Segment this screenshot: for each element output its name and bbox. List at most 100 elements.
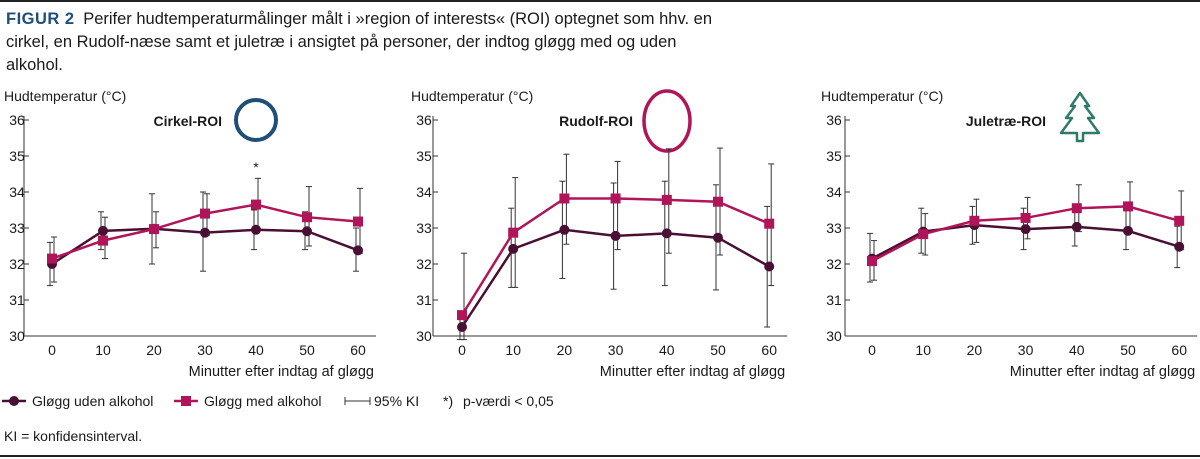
y-tick-label: 31 (9, 292, 25, 308)
x-tick-label: 60 (350, 342, 366, 358)
data-point-with-alcohol (1174, 215, 1185, 226)
data-point-without-alcohol (1174, 241, 1185, 252)
data-point-with-alcohol (559, 193, 570, 204)
y-tick-label: 33 (9, 220, 25, 236)
x-axis-label: Minutter efter indtag af gløgg (189, 364, 374, 380)
figure-caption: FIGUR 2 Perifer hudtemperaturmålinger må… (6, 8, 726, 77)
data-point-without-alcohol (200, 227, 210, 238)
y-tick-label: 35 (9, 148, 25, 164)
x-tick-label: 10 (505, 342, 521, 358)
data-point-with-alcohol (251, 199, 261, 210)
y-axis-label: Hudtemperatur (°C) (4, 88, 126, 104)
y-tick-label: 36 (826, 112, 842, 128)
data-point-without-alcohol (1123, 225, 1133, 236)
x-tick-label: 50 (299, 342, 315, 358)
x-tick-label: 10 (95, 342, 111, 358)
x-axis-label: Minutter efter indtag af gløgg (1010, 364, 1195, 380)
data-point-with-alcohol (610, 193, 621, 204)
figure-label: FIGUR 2 (6, 10, 75, 28)
data-point-with-alcohol (1071, 203, 1082, 214)
data-point-with-alcohol (867, 256, 877, 267)
x-tick-label: 20 (146, 342, 162, 358)
data-point-without-alcohol (610, 230, 621, 241)
data-point-without-alcohol (302, 226, 312, 237)
y-tick-label: 30 (826, 328, 842, 344)
data-point-without-alcohol (1071, 221, 1082, 232)
y-tick-label: 32 (826, 256, 842, 272)
data-point-with-alcohol (353, 216, 363, 227)
christmas-tree-icon (1059, 91, 1101, 143)
data-point-with-alcohol (661, 194, 672, 205)
data-point-without-alcohol (353, 245, 363, 256)
y-tick-label: 33 (416, 220, 432, 236)
data-point-with-alcohol (200, 208, 210, 219)
x-tick-label: 40 (248, 342, 264, 358)
y-axis-label: Hudtemperatur (°C) (821, 88, 943, 104)
x-tick-label: 50 (710, 342, 726, 358)
x-axis-label: Minutter efter indtag af gløgg (600, 364, 785, 380)
data-point-without-alcohol (457, 322, 467, 332)
x-tick-label: 0 (458, 342, 466, 358)
y-tick-label: 34 (826, 184, 842, 200)
y-tick-label: 32 (416, 256, 432, 272)
y-tick-label: 32 (9, 256, 25, 272)
data-point-without-alcohol (251, 224, 261, 235)
bottom-rule (0, 455, 1200, 457)
y-axis-label: Hudtemperatur (°C) (411, 88, 533, 104)
legend-label-with-alcohol: Gløgg med alkohol (204, 393, 322, 409)
legend-pvalue-mark: *) (443, 393, 453, 409)
data-point-with-alcohol (457, 310, 467, 321)
y-tick-label: 33 (826, 220, 842, 236)
legend-label-without-alcohol: Gløgg uden alkohol (32, 393, 153, 409)
legend-marker-with-alcohol (181, 396, 191, 406)
footnote: KI = konfidensinterval. (4, 428, 143, 444)
x-tick-label: 30 (1018, 342, 1034, 358)
x-tick-label: 60 (1171, 342, 1187, 358)
y-tick-label: 34 (416, 184, 432, 200)
x-tick-label: 20 (967, 342, 983, 358)
series-line (460, 228, 770, 328)
data-point-with-alcohol (98, 235, 108, 246)
data-point-without-alcohol (713, 232, 723, 243)
y-tick-label: 30 (9, 328, 25, 344)
x-tick-label: 0 (868, 342, 876, 358)
data-point-with-alcohol (302, 212, 312, 223)
data-point-with-alcohol (764, 218, 775, 229)
data-point-without-alcohol (508, 243, 519, 254)
y-tick-label: 31 (416, 292, 432, 308)
x-tick-label: 0 (48, 342, 56, 358)
x-tick-label: 10 (915, 342, 931, 358)
x-tick-label: 60 (761, 342, 777, 358)
y-tick-label: 35 (826, 148, 842, 164)
legend-label-pvalue: p-værdi < 0,05 (463, 393, 554, 409)
caption-text: Perifer hudtemperaturmålinger målt i »re… (6, 10, 713, 74)
data-point-with-alcohol (713, 196, 723, 207)
x-tick-label: 40 (659, 342, 675, 358)
x-tick-label: 30 (608, 342, 624, 358)
data-point-with-alcohol (47, 253, 57, 264)
data-point-without-alcohol (764, 261, 775, 272)
y-tick-label: 30 (416, 328, 432, 344)
panel-title: Juletræ-ROI (966, 113, 1046, 129)
top-rule (0, 0, 1200, 2)
x-tick-label: 50 (1120, 342, 1136, 358)
panel-title: Cirkel-ROI (154, 113, 222, 129)
panel-title: Rudolf-ROI (559, 113, 633, 129)
data-point-without-alcohol (98, 225, 108, 236)
y-tick-label: 36 (416, 112, 432, 128)
x-tick-label: 20 (557, 342, 573, 358)
data-point-with-alcohol (508, 227, 519, 238)
data-point-without-alcohol (661, 228, 672, 239)
x-tick-label: 40 (1069, 342, 1085, 358)
data-point-with-alcohol (969, 215, 980, 226)
circle-icon (234, 98, 278, 142)
rudolf-nose-icon (642, 89, 692, 153)
legend-label-ci: 95% KI (374, 393, 419, 409)
x-tick-label: 30 (197, 342, 213, 358)
significance-marker: * (253, 159, 259, 175)
data-point-with-alcohol (1020, 212, 1031, 223)
data-point-with-alcohol (918, 229, 929, 240)
y-tick-label: 34 (9, 184, 25, 200)
data-point-with-alcohol (1123, 201, 1133, 212)
